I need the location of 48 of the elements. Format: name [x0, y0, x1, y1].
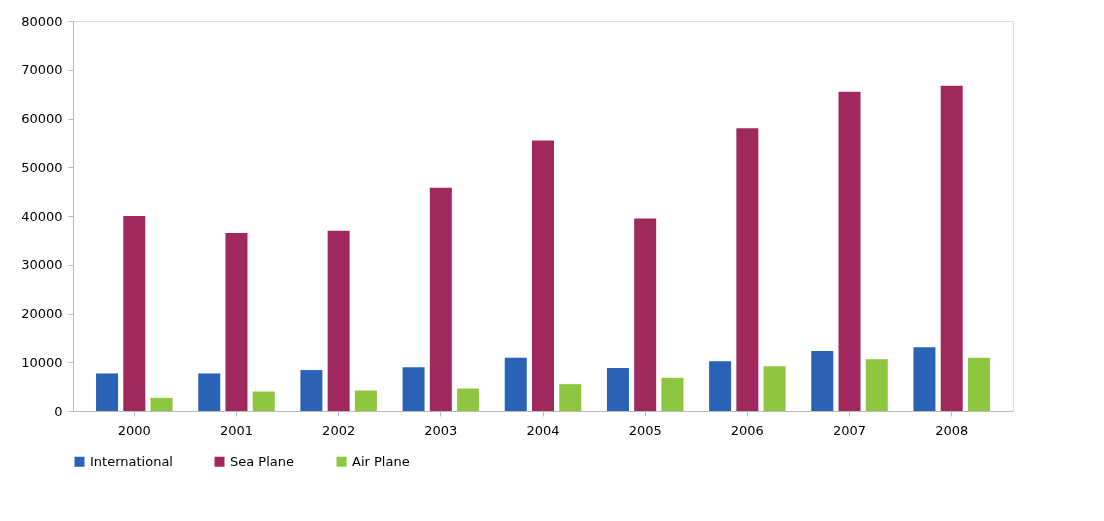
- bar: [327, 230, 350, 411]
- bar: [402, 367, 425, 411]
- bar: [96, 373, 119, 411]
- y-tick-label: 60000: [21, 111, 63, 126]
- bar: [252, 391, 275, 411]
- x-tick-label: 2007: [832, 422, 867, 438]
- x-tick-label: 2000: [117, 422, 151, 438]
- y-tick-label: 10000: [21, 354, 63, 370]
- y-tick-label: 50000: [21, 159, 63, 175]
- y-tick-label: 70000: [21, 62, 63, 78]
- bar: [811, 351, 834, 411]
- x-tick-label: 2005: [628, 422, 662, 438]
- y-tick-label: 80000: [21, 13, 63, 29]
- legend-label: Sea Plane: [230, 453, 295, 469]
- bar: [913, 347, 936, 411]
- x-tick-label: 2008: [935, 422, 969, 438]
- x-tick-label: 2002: [322, 422, 356, 438]
- bar: [559, 384, 582, 411]
- bar: [838, 91, 861, 411]
- y-tick-label: 20000: [21, 306, 63, 321]
- bar: [457, 388, 480, 411]
- x-tick-label: 2004: [526, 422, 560, 438]
- bar: [225, 233, 248, 411]
- bar: [709, 361, 732, 411]
- bar: [940, 85, 963, 411]
- bar: [123, 216, 146, 411]
- bar: [300, 370, 323, 411]
- legend-label: International: [90, 453, 173, 469]
- y-tick-label: 30000: [21, 257, 63, 273]
- bar: [634, 218, 657, 411]
- x-tick-label: 2006: [730, 422, 764, 438]
- bar: [865, 359, 888, 411]
- bar: [532, 140, 554, 411]
- y-tick-label: 40000: [21, 208, 63, 224]
- bar: [661, 377, 684, 411]
- bar: [429, 187, 452, 411]
- bar: [150, 397, 173, 411]
- bar: [354, 390, 377, 411]
- bar: [606, 368, 629, 411]
- bar: [763, 366, 786, 411]
- x-tick-label: 2001: [219, 422, 254, 438]
- bar: [736, 128, 759, 411]
- bar: [967, 357, 990, 411]
- y-tick-label: 0: [54, 403, 63, 419]
- x-tick-label: 2003: [424, 422, 458, 438]
- legend-label: Air Plane: [352, 453, 410, 469]
- bar: [198, 373, 221, 411]
- bar: [504, 357, 527, 411]
